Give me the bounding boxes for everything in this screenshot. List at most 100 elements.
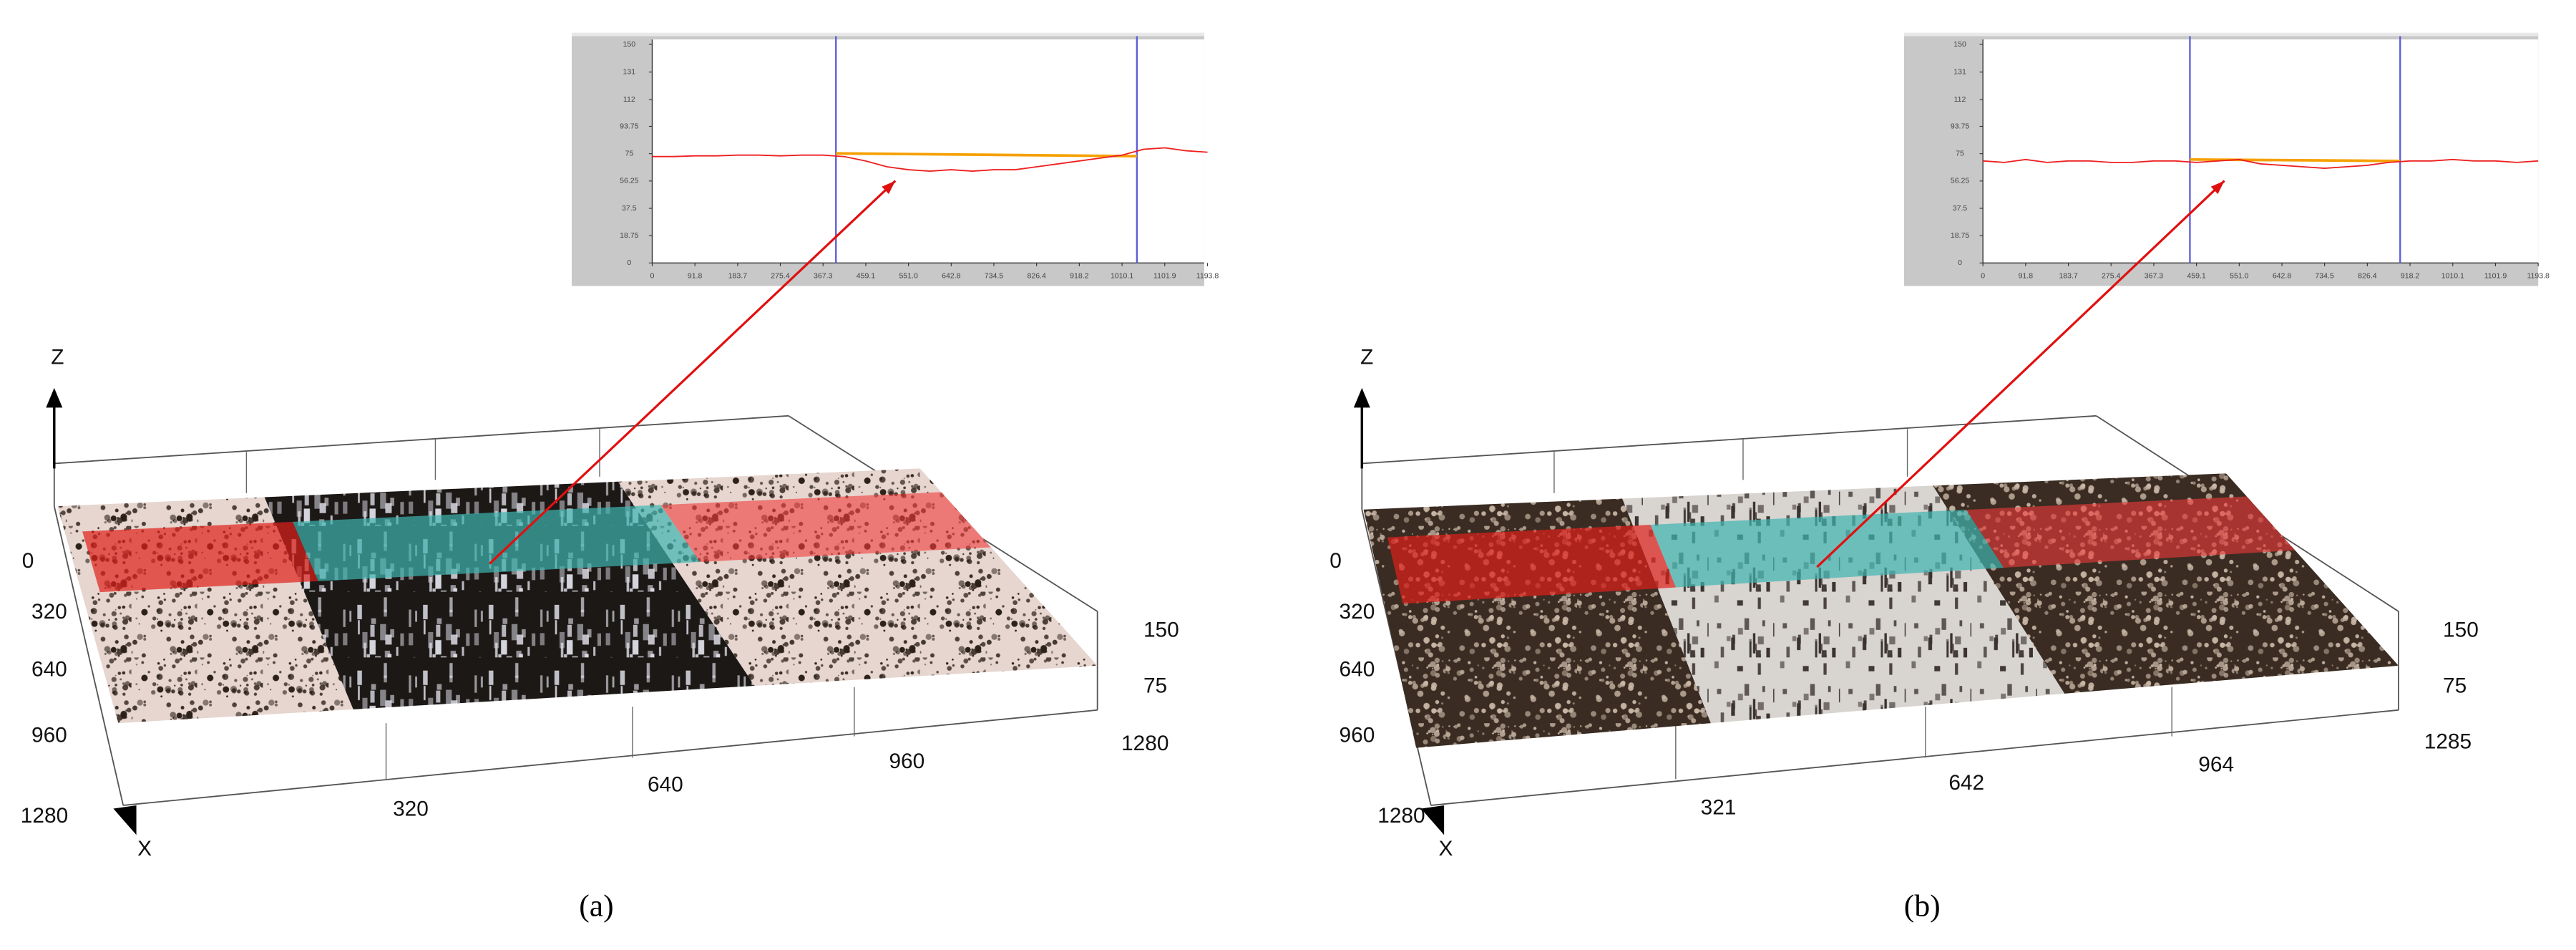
baseline: [836, 152, 1137, 157]
depth-tick-label: 0: [22, 549, 34, 573]
profile-band-left: [82, 521, 318, 593]
x-arrow-head: [113, 805, 137, 835]
depth-tick-label: 640: [31, 658, 67, 682]
frame-line: [1430, 709, 2399, 806]
x-tick-label: 734.5: [985, 271, 1004, 280]
x-tick-label: 0: [1981, 271, 1985, 280]
x-axis-label: X: [1438, 837, 1453, 861]
y-tick-label: 75: [625, 149, 633, 157]
connector-arrow-head: [2210, 180, 2225, 195]
depth-tick-label: 960: [1340, 723, 1375, 747]
frame-line: [54, 415, 789, 465]
y-tick-label: 0: [1958, 258, 1962, 267]
profile-band-selected: [293, 505, 701, 581]
x-tick-label: 0: [650, 271, 655, 280]
x-tick-label: 826.4: [2358, 271, 2377, 280]
depth-tick-label: 320: [1340, 600, 1375, 624]
x-tick-label: 551.0: [2230, 271, 2249, 280]
depth-tick-label: 1280: [1377, 804, 1425, 828]
x-tick-label: 1101.9: [2484, 271, 2507, 280]
panel-caption: (b): [1904, 889, 1941, 924]
x-axis-label: X: [137, 837, 152, 861]
x-tick-label: 1193.8: [1196, 271, 1219, 280]
profile-band-right: [660, 492, 991, 562]
width-tick-label: 320: [393, 798, 429, 821]
y-tick-label: 131: [623, 67, 636, 76]
y-tick-label: 93.75: [1951, 122, 1970, 130]
width-tick-label: 640: [648, 772, 683, 796]
width-tick-label: 1280: [1121, 732, 1169, 755]
z-tick-label: 150: [1143, 618, 1179, 641]
panel: Z X 0 320 640 960 1280 321 642 964 1285 150 75 0 18.75…: [1330, 32, 2550, 924]
y-tick-label: 112: [623, 95, 635, 104]
connector-arrow-head: [882, 180, 896, 195]
y-tick-label: 150: [623, 40, 636, 49]
y-tick-label: 37.5: [1953, 204, 1968, 213]
frame-line: [53, 505, 125, 806]
x-tick-label: 91.8: [2019, 271, 2034, 280]
y-tick-label: 0: [627, 258, 631, 267]
y-tick-label: 18.75: [620, 231, 639, 240]
x-tick-label: 642.8: [942, 271, 961, 280]
connector-arrow: [489, 180, 897, 565]
profile-band-right: [1966, 496, 2296, 568]
frame-line: [1362, 415, 2097, 465]
profile-line: [652, 147, 1208, 173]
x-tick-label: 551.0: [899, 271, 918, 280]
profile-plot-area: [652, 39, 1204, 263]
z-arrow-head: [1353, 387, 1370, 408]
panel: Z X 0 320 640 960 1280 320 640 960 1280 150 75 0 18.75…: [21, 32, 1219, 924]
z-axis-label: Z: [51, 345, 64, 369]
connector-arrow: [1816, 180, 2225, 568]
width-tick-label: 1285: [2424, 730, 2472, 754]
y-tick-label: 56.25: [1951, 177, 1970, 185]
z-tick-label: 75: [1143, 674, 1167, 698]
z-tick-label: 150: [2443, 618, 2479, 641]
width-tick-label: 964: [2198, 753, 2234, 777]
x-tick-label: 734.5: [2315, 271, 2334, 280]
z-axis-label: Z: [1360, 345, 1373, 369]
x-tick-label: 1010.1: [1111, 271, 1133, 280]
x-tick-label: 275.4: [771, 271, 790, 280]
y-tick-label: 93.75: [620, 122, 639, 130]
x-tick-label: 459.1: [2187, 271, 2206, 280]
y-tick-label: 131: [1953, 67, 1966, 76]
profile-plot-area: [1983, 39, 2539, 263]
x-tick-label: 918.2: [2401, 271, 2420, 280]
depth-tick-label: 0: [1330, 549, 1342, 573]
x-tick-label: 459.1: [857, 271, 876, 280]
y-tick-label: 18.75: [1951, 231, 1970, 240]
panel-caption: (a): [579, 889, 613, 924]
depth-tick-label: 640: [1340, 658, 1375, 682]
z-tick-label: 75: [2443, 674, 2467, 698]
width-tick-label: 321: [1701, 795, 1737, 819]
x-tick-label: 183.7: [728, 271, 748, 280]
profile-line: [1983, 158, 2539, 169]
y-tick-label: 37.5: [622, 204, 637, 213]
y-tick-label: 112: [1954, 95, 1966, 104]
width-tick-label: 960: [889, 750, 924, 773]
width-tick-label: 642: [1948, 771, 1984, 795]
x-tick-label: 918.2: [1070, 271, 1089, 280]
x-tick-label: 367.3: [2145, 271, 2164, 280]
x-tick-label: 183.7: [2059, 271, 2078, 280]
x-tick-label: 367.3: [814, 271, 833, 280]
y-tick-label: 56.25: [620, 177, 639, 185]
profile-band-selected: [1650, 510, 2004, 588]
profile-band-left: [1387, 525, 1677, 604]
x-tick-label: 1010.1: [2441, 271, 2464, 280]
x-tick-label: 1101.9: [1153, 271, 1176, 280]
x-tick-label: 826.4: [1027, 271, 1046, 280]
depth-tick-label: 960: [31, 723, 67, 747]
x-tick-label: 91.8: [688, 271, 703, 280]
baseline: [2190, 157, 2401, 163]
x-tick-label: 275.4: [2102, 271, 2121, 280]
depth-tick-label: 320: [31, 600, 67, 624]
z-arrow-head: [46, 387, 63, 408]
frame-line: [123, 709, 1098, 806]
y-tick-label: 75: [1956, 149, 1964, 157]
depth-tick-label: 1280: [21, 804, 68, 828]
x-arrow-head: [1420, 805, 1445, 835]
